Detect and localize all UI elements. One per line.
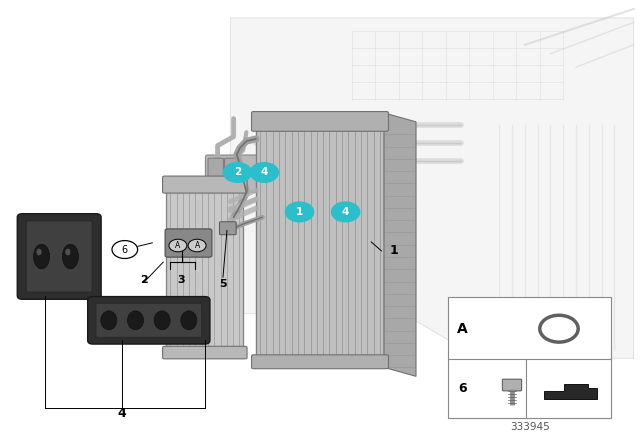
FancyBboxPatch shape: [166, 188, 243, 349]
Text: 3: 3: [177, 275, 185, 285]
Text: 4: 4: [342, 207, 349, 217]
Circle shape: [332, 202, 360, 222]
FancyBboxPatch shape: [252, 355, 388, 369]
FancyBboxPatch shape: [26, 221, 92, 292]
Text: 4: 4: [260, 168, 268, 177]
Text: 6: 6: [458, 382, 467, 395]
Circle shape: [285, 202, 314, 222]
FancyBboxPatch shape: [208, 158, 223, 189]
FancyBboxPatch shape: [163, 346, 247, 359]
Ellipse shape: [63, 244, 79, 269]
Ellipse shape: [100, 311, 116, 330]
Text: 1: 1: [296, 207, 303, 217]
Ellipse shape: [36, 249, 42, 255]
Text: A: A: [195, 241, 200, 250]
Circle shape: [250, 163, 278, 182]
Text: 6: 6: [122, 245, 128, 254]
FancyBboxPatch shape: [220, 222, 236, 235]
Ellipse shape: [127, 311, 143, 330]
Text: A: A: [457, 322, 467, 336]
Circle shape: [188, 239, 206, 252]
Text: A: A: [175, 241, 180, 250]
FancyBboxPatch shape: [252, 112, 388, 131]
Circle shape: [112, 241, 138, 258]
Text: 5: 5: [219, 280, 227, 289]
Polygon shape: [543, 383, 597, 399]
Circle shape: [223, 163, 252, 182]
Ellipse shape: [65, 249, 70, 255]
FancyBboxPatch shape: [88, 297, 210, 344]
FancyBboxPatch shape: [96, 303, 202, 337]
Text: 1: 1: [390, 244, 399, 258]
FancyBboxPatch shape: [502, 379, 522, 391]
Ellipse shape: [34, 244, 50, 269]
Ellipse shape: [180, 311, 196, 330]
Ellipse shape: [154, 311, 170, 330]
FancyBboxPatch shape: [163, 176, 247, 193]
Text: 2: 2: [234, 168, 241, 177]
FancyBboxPatch shape: [256, 125, 384, 358]
Text: 4: 4: [117, 407, 126, 420]
Text: 2: 2: [140, 275, 148, 285]
FancyBboxPatch shape: [205, 155, 259, 192]
FancyBboxPatch shape: [165, 229, 212, 257]
Text: 333945: 333945: [509, 422, 550, 432]
Polygon shape: [384, 113, 416, 376]
FancyBboxPatch shape: [448, 297, 611, 418]
FancyBboxPatch shape: [17, 214, 101, 299]
Polygon shape: [230, 18, 634, 358]
FancyBboxPatch shape: [225, 158, 240, 189]
Circle shape: [169, 239, 187, 252]
